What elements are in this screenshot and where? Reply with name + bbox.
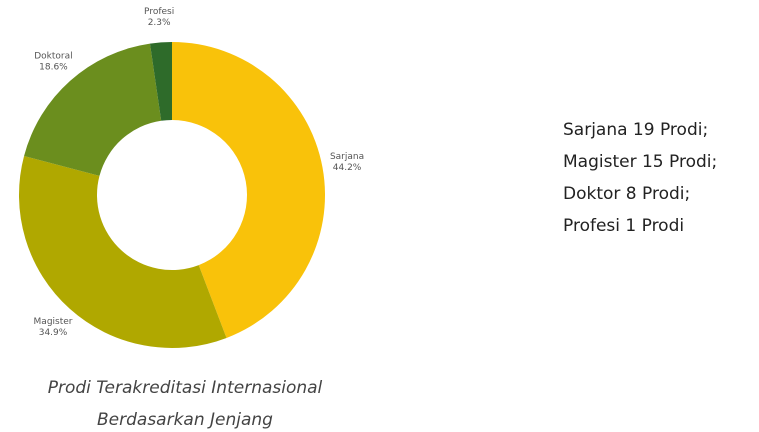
donut-slice <box>24 43 162 176</box>
donut-slice <box>149 42 172 121</box>
slice-value: 2.3% <box>148 18 171 28</box>
side-text: Sarjana 19 Prodi; <box>563 120 708 140</box>
slice-label: Profesi <box>144 7 174 17</box>
caption: Berdasarkan Jenjang <box>97 410 273 430</box>
donut-slice <box>172 42 325 338</box>
slice-label: Magister <box>34 317 73 327</box>
slice-label: Sarjana <box>330 152 364 162</box>
side-text: Magister 15 Prodi; <box>563 152 717 172</box>
side-text: Doktor 8 Prodi; <box>563 184 690 204</box>
slice-value: 34.9% <box>39 328 68 338</box>
side-text: Profesi 1 Prodi <box>563 216 684 236</box>
slice-label: Doktoral <box>34 52 72 62</box>
slice-value: 18.6% <box>39 63 68 73</box>
slice-value: 44.2% <box>333 163 362 173</box>
donut-slice <box>19 156 227 348</box>
caption: Prodi Terakreditasi Internasional <box>48 378 323 398</box>
